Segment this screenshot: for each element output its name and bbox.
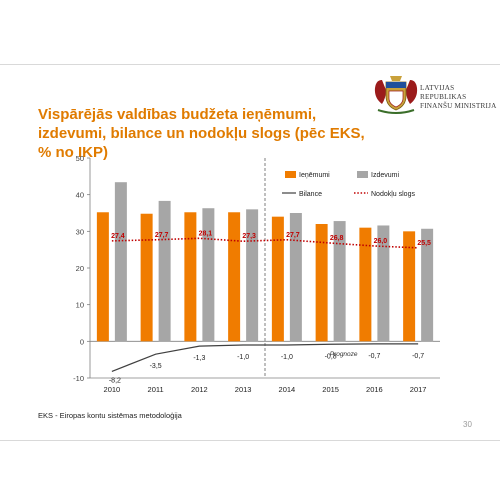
- bar-revenue: [184, 212, 197, 342]
- tax-burden-line: [111, 237, 419, 249]
- balance-data-label: -3,5: [150, 363, 162, 370]
- logo-text-line2: FINANŠU MINISTRIJA: [420, 102, 497, 110]
- footnote: EKS - Eiropas kontu sistēmas metodoloģij…: [38, 411, 182, 420]
- bar-revenue: [140, 213, 153, 342]
- bar-expenditure: [421, 228, 434, 342]
- bar-expenditure: [158, 200, 171, 342]
- y-tick-label: 30: [76, 227, 84, 236]
- balance-data-label: -1,0: [281, 354, 293, 361]
- tax-burden-data-label: 27,4: [111, 233, 125, 240]
- balance-data-label: -1,3: [193, 355, 205, 362]
- legend-expenditure-swatch: [357, 171, 368, 178]
- legend-tax-burden-label: Nodokļu slogs: [371, 191, 415, 198]
- legend-revenue-label: Ieņēmumi: [299, 172, 330, 179]
- y-tick-label: 40: [76, 191, 84, 200]
- bar-revenue: [271, 216, 284, 342]
- tax-burden-data-label: 26,0: [374, 238, 388, 245]
- y-tick-label: 50: [76, 154, 84, 163]
- balance-line: [111, 343, 419, 372]
- balance-data-label: -8,2: [109, 377, 121, 384]
- page-number: 30: [463, 420, 472, 429]
- chart-title: Vispārējās valdības budžeta ieņēmumi, iz…: [38, 106, 365, 161]
- y-tick-label: 10: [76, 301, 84, 310]
- balance-data-label: -0,8: [325, 353, 337, 360]
- bar-expenditure: [377, 225, 390, 342]
- y-tick-label: 0: [80, 337, 84, 346]
- x-tick-label: 2014: [279, 385, 296, 394]
- y-tick-label: -10: [73, 374, 84, 383]
- bar-expenditure: [202, 208, 215, 342]
- tax-burden-data-label: 26,8: [330, 235, 344, 242]
- bar-expenditure: [289, 213, 302, 342]
- balance-data-label: -0,7: [412, 353, 424, 360]
- tax-burden-data-label: 28,1: [199, 230, 213, 237]
- bar-revenue: [315, 224, 328, 342]
- x-tick-label: 2012: [191, 385, 208, 394]
- tax-burden-data-label: 27,7: [286, 232, 300, 239]
- bar-expenditure: [246, 209, 259, 342]
- balance-data-label: -0,7: [368, 353, 380, 360]
- legend-balance-label: Bilance: [299, 191, 322, 198]
- logo-text-line1: LATVIJAS REPUBLIKAS: [420, 84, 467, 101]
- x-tick-label: 2017: [410, 385, 427, 394]
- bar-revenue: [96, 212, 109, 342]
- x-tick-label: 2011: [148, 385, 164, 394]
- x-tick-label: 2016: [366, 385, 383, 394]
- balance-data-label: -1,0: [237, 354, 249, 361]
- y-tick-label: 20: [76, 264, 84, 273]
- x-tick-label: 2015: [322, 385, 339, 394]
- tax-burden-data-label: 27,3: [242, 233, 256, 240]
- legend-expenditure-label: Izdevumi: [371, 172, 399, 179]
- x-tick-label: 2010: [104, 385, 121, 394]
- legend-revenue-swatch: [285, 171, 296, 178]
- bar-expenditure: [114, 182, 127, 342]
- x-tick-label: 2013: [235, 385, 252, 394]
- tax-burden-data-label: 25,5: [417, 240, 431, 247]
- bar-revenue: [228, 212, 241, 342]
- forecast-label: Prognoze: [330, 351, 358, 358]
- tax-burden-data-label: 27,7: [155, 232, 169, 239]
- ministry-logo-icon: [374, 76, 418, 114]
- bar-expenditure: [333, 221, 346, 342]
- bar-revenue: [403, 231, 416, 342]
- bar-revenue: [359, 227, 372, 342]
